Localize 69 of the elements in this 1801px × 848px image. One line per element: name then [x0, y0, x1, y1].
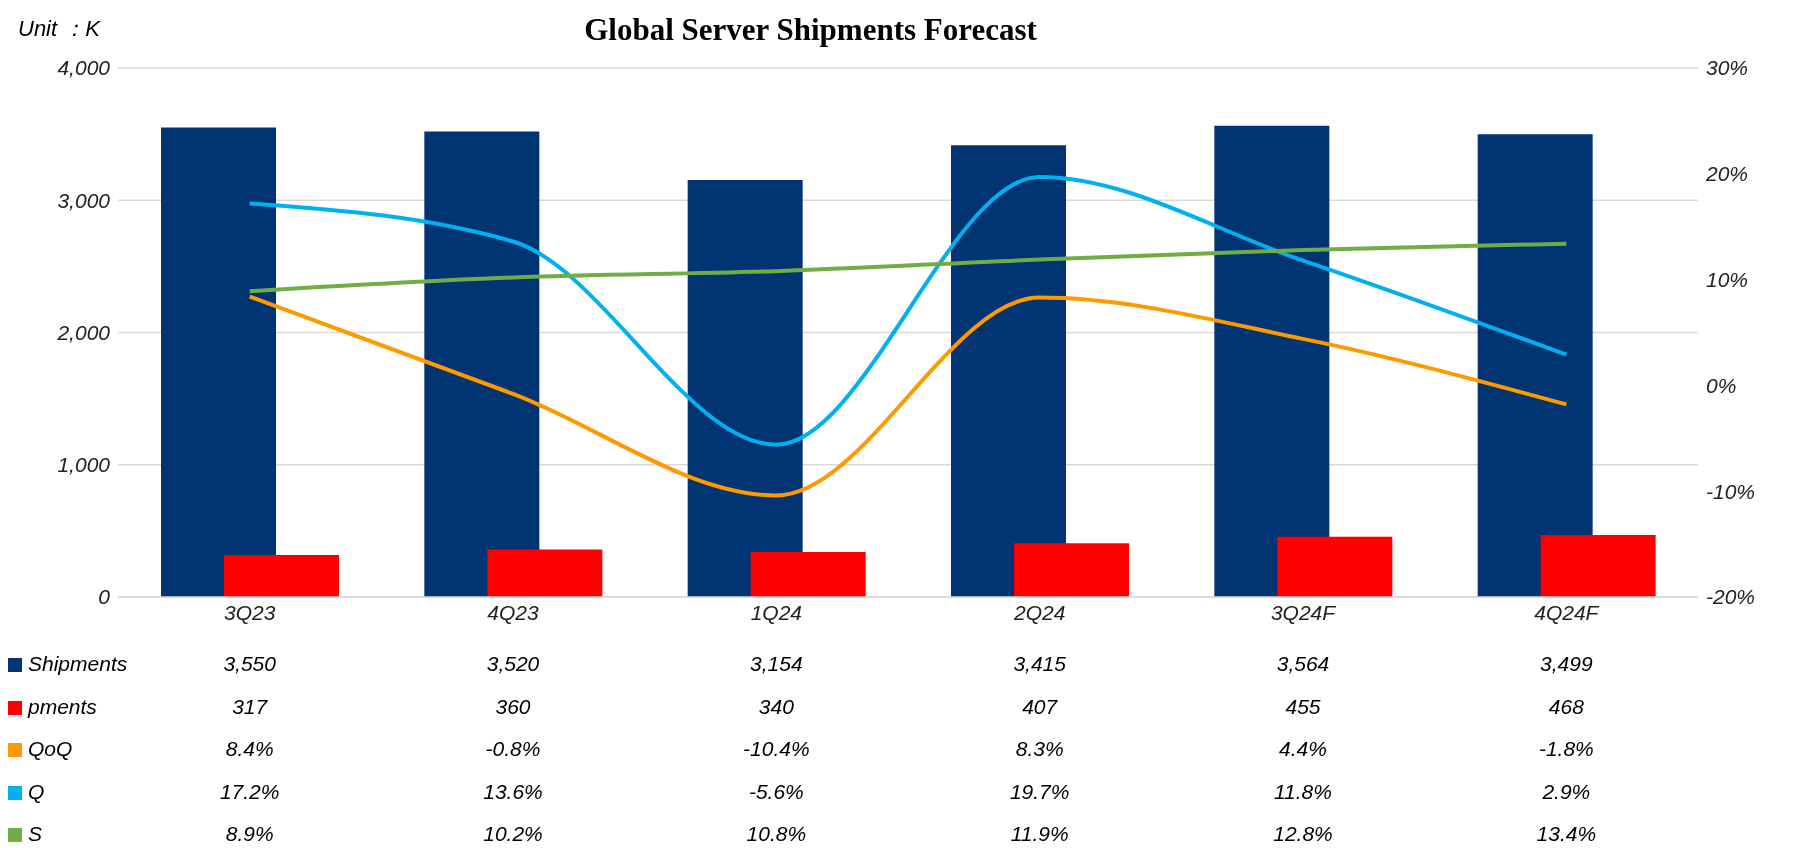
data-label: 3,154: [749, 652, 804, 676]
data-label: 3,564: [1275, 652, 1331, 676]
data-label: 8.4%: [224, 737, 275, 761]
y-tick-label: 4,000: [57, 56, 111, 80]
y2-tick-label: -10%: [1706, 479, 1756, 503]
bar: [1540, 535, 1656, 597]
bar: [750, 552, 866, 597]
y2-tick-label: 30%: [1706, 56, 1749, 80]
bar: [161, 127, 276, 597]
data-label: 3,415: [1012, 652, 1067, 676]
y2-tick-label: 20%: [1705, 162, 1749, 186]
x-tick-label: 4Q24F: [1534, 600, 1600, 624]
legend-label: Shipments: [28, 652, 128, 676]
data-label: -5.6%: [747, 779, 805, 804]
data-label: 13.6%: [482, 779, 544, 804]
y-axis-title: Unit ：K: [18, 15, 100, 43]
data-label: 8.3%: [1014, 737, 1065, 761]
x-tick-label: 1Q24: [750, 600, 803, 624]
data-label: 13.4%: [1535, 822, 1598, 846]
y2-tick-label: 0%: [1706, 373, 1737, 397]
y-tick-label: 0: [98, 585, 111, 609]
data-label: 455: [1284, 694, 1322, 719]
data-label: 360: [494, 694, 532, 719]
data-label: 468: [1547, 694, 1585, 719]
x-tick-label: 3Q24F: [1270, 600, 1337, 624]
data-label: -1.8%: [1537, 737, 1595, 761]
data-label: 3,550: [223, 652, 276, 675]
data-label: 11.9%: [1009, 822, 1070, 846]
y-tick-label: 1,000: [57, 453, 111, 477]
x-tick-label: 3Q23: [223, 600, 276, 624]
bar: [487, 549, 603, 597]
bar: [1214, 125, 1330, 597]
bar: [424, 131, 540, 597]
y2-tick-label: 10%: [1706, 268, 1749, 292]
bar: [1477, 134, 1593, 597]
chart-title: Global Server Shipments Forecast: [584, 12, 1037, 47]
bar: [224, 555, 339, 597]
x-tick-label: 2Q24: [1012, 600, 1066, 624]
line-series: [247, 241, 1569, 294]
data-label: 17.2%: [218, 779, 281, 804]
legend-label: S: [28, 822, 43, 846]
data-label: 10.8%: [745, 822, 808, 846]
data-label: 2.9%: [1541, 779, 1592, 804]
data-label: 3,520: [485, 652, 541, 676]
y-tick-label: 2,000: [56, 320, 111, 344]
data-label: 11.8%: [1273, 779, 1333, 804]
data-label: -10.4%: [742, 737, 811, 761]
data-label: 10.2%: [482, 822, 544, 846]
data-label: 407: [1021, 694, 1059, 719]
data-label: 4.4%: [1278, 737, 1328, 761]
data-label: 19.7%: [1008, 779, 1071, 804]
y-tick-label: 3,000: [57, 188, 111, 212]
bar: [1277, 536, 1393, 597]
line-series: [247, 294, 1569, 498]
data-label: 8.9%: [224, 822, 275, 846]
legend-label: pments: [28, 694, 97, 719]
bar: [951, 145, 1066, 597]
data-label: 317: [231, 694, 269, 719]
line-series: [247, 174, 1569, 447]
x-tick-label: 4Q23: [487, 600, 540, 624]
legend-label: QoQ: [28, 737, 73, 761]
bar: [1014, 543, 1129, 597]
bar: [687, 179, 803, 597]
data-label: 12.8%: [1272, 822, 1334, 846]
data-label: 340: [757, 694, 795, 719]
y2-tick-label: -20%: [1706, 585, 1756, 609]
legend-label: Q: [28, 779, 45, 804]
data-label: 3,499: [1539, 652, 1594, 676]
data-label: -0.8%: [484, 737, 542, 761]
